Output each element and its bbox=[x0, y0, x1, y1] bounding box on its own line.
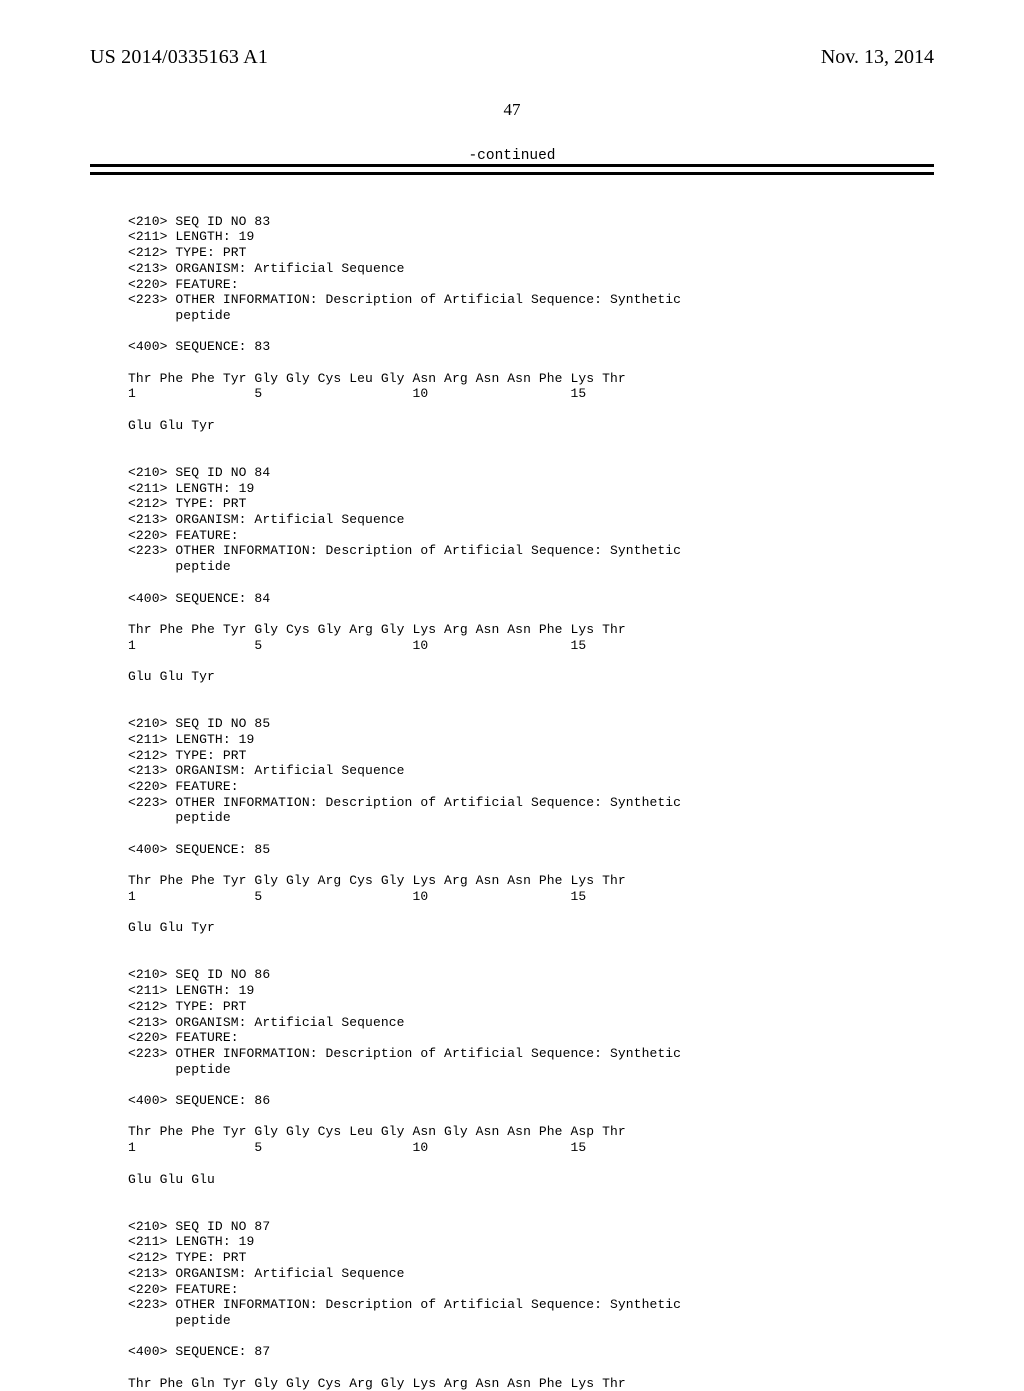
horizontal-rule bbox=[90, 164, 934, 167]
page: US 2014/0335163 A1 Nov. 13, 2014 47 -con… bbox=[0, 0, 1024, 1320]
page-header: US 2014/0335163 A1 Nov. 13, 2014 bbox=[0, 46, 1024, 74]
publication-date: Nov. 13, 2014 bbox=[821, 46, 934, 69]
sequence-listing: <210> SEQ ID NO 83 <211> LENGTH: 19 <212… bbox=[128, 198, 898, 1391]
publication-number: US 2014/0335163 A1 bbox=[90, 46, 268, 69]
page-number: 47 bbox=[0, 100, 1024, 120]
continued-label: -continued bbox=[0, 148, 1024, 164]
horizontal-rule bbox=[90, 172, 934, 175]
